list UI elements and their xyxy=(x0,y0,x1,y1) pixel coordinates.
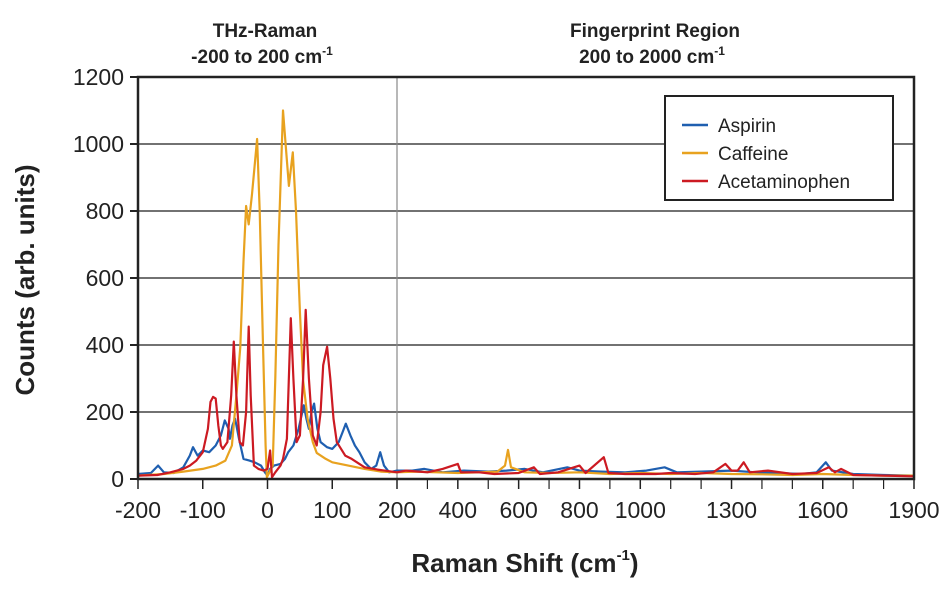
x-tick-label: 800 xyxy=(560,497,598,523)
region-range-fingerprint: 200 to 2000 cm-1 xyxy=(579,44,725,68)
y-tick-label: 1000 xyxy=(73,131,124,157)
legend-box xyxy=(664,95,894,201)
x-tick-label: 600 xyxy=(499,497,537,523)
region-title-fingerprint: Fingerprint Region xyxy=(570,21,740,42)
x-tick-label: 1300 xyxy=(706,497,757,523)
legend-label-aspirin: Aspirin xyxy=(718,116,776,137)
y-tick-label: 800 xyxy=(86,198,124,224)
axes: 0 200 400 600 800 1000 1200 -200 -100 0 100 200 400 6… xyxy=(73,64,940,523)
y-tick-label: 600 xyxy=(86,265,124,291)
x-tick-label: 200 xyxy=(378,497,416,523)
y-axis-label: Counts (arb. units) xyxy=(10,164,40,395)
series-line-aspirin xyxy=(137,402,915,477)
y-tick-label: 1200 xyxy=(73,64,124,90)
region-titles: THz-Raman -200 to 200 cm-1 Fingerprint R… xyxy=(191,21,740,68)
legend-label-caffeine: Caffeine xyxy=(718,144,788,165)
x-axis-label-end: ) xyxy=(630,548,639,578)
x-tick-label: 100 xyxy=(313,497,351,523)
region-range-fingerprint-sup: -1 xyxy=(714,44,725,58)
legend: Aspirin Caffeine Acetaminophen xyxy=(664,95,894,201)
y-tick-label: 0 xyxy=(111,466,124,492)
x-axis-label: Raman Shift (cm-1) xyxy=(411,547,638,578)
x-tick-label: 1600 xyxy=(797,497,848,523)
series-lines xyxy=(137,109,915,479)
series-line-acetaminophen xyxy=(137,308,915,479)
gridlines xyxy=(138,77,914,479)
x-axis-label-sup: -1 xyxy=(617,547,630,564)
region-range-thz-sup: -1 xyxy=(322,44,333,58)
region-title-thz: THz-Raman xyxy=(213,21,318,42)
x-tick-label: 1900 xyxy=(888,497,939,523)
x-tick-label: -200 xyxy=(115,497,161,523)
plot-frame xyxy=(136,75,916,481)
x-tick-label: 0 xyxy=(261,497,274,523)
legend-label-acetaminophen: Acetaminophen xyxy=(718,172,850,193)
x-tick-label: -100 xyxy=(180,497,226,523)
x-tick-label: 400 xyxy=(439,497,477,523)
y-tick-label: 400 xyxy=(86,332,124,358)
region-range-fingerprint-text: 200 to 2000 cm xyxy=(579,47,714,68)
y-tick-label: 200 xyxy=(86,399,124,425)
x-tick-label: 1000 xyxy=(615,497,666,523)
region-range-thz: -200 to 200 cm-1 xyxy=(191,44,333,68)
x-axis-label-text: Raman Shift (cm xyxy=(411,548,616,578)
region-range-thz-text: -200 to 200 cm xyxy=(191,47,322,68)
